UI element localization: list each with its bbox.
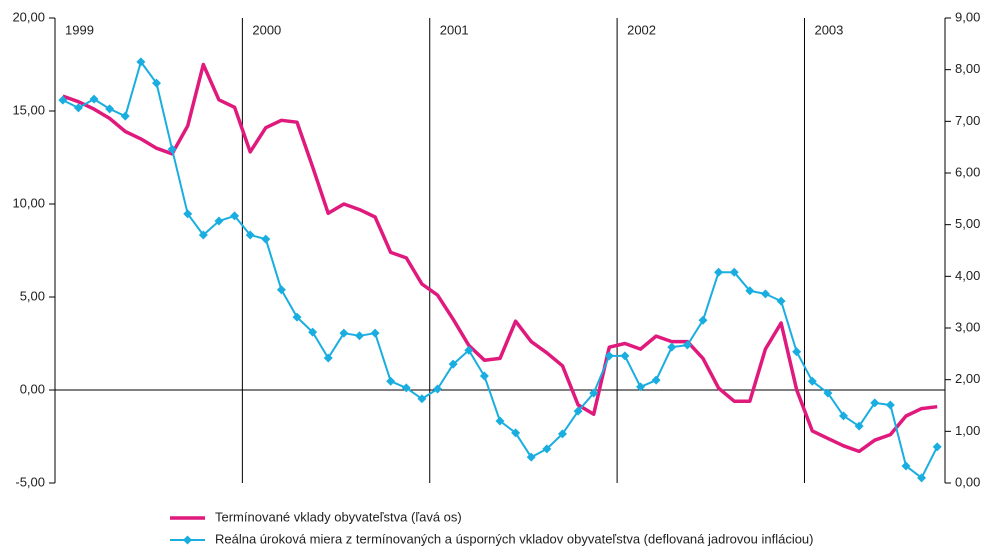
marker bbox=[885, 400, 895, 410]
year-label: 2002 bbox=[627, 22, 656, 37]
marker bbox=[557, 429, 567, 439]
marker bbox=[511, 428, 521, 438]
year-label: 2003 bbox=[814, 22, 843, 37]
marker bbox=[73, 103, 83, 113]
y2-tick-label: 2,00 bbox=[955, 371, 980, 386]
marker bbox=[542, 444, 552, 454]
marker bbox=[698, 315, 708, 325]
marker bbox=[245, 230, 255, 240]
marker bbox=[58, 95, 68, 105]
y2-tick-label: 4,00 bbox=[955, 268, 980, 283]
marker bbox=[198, 230, 208, 240]
year-label: 1999 bbox=[65, 22, 94, 37]
marker bbox=[464, 345, 474, 355]
marker bbox=[854, 421, 864, 431]
marker bbox=[89, 94, 99, 104]
y2-tick-label: 5,00 bbox=[955, 216, 980, 231]
y2-tick-label: 0,00 bbox=[955, 474, 980, 489]
marker bbox=[823, 388, 833, 398]
y2-tick-label: 9,00 bbox=[955, 9, 980, 24]
marker bbox=[386, 376, 396, 386]
y-tick-label: -5,00 bbox=[15, 474, 45, 489]
y2-tick-label: 6,00 bbox=[955, 164, 980, 179]
marker bbox=[417, 394, 427, 404]
marker bbox=[901, 461, 911, 471]
marker bbox=[760, 289, 770, 299]
marker bbox=[214, 216, 224, 226]
marker bbox=[276, 285, 286, 295]
year-label: 2001 bbox=[440, 22, 469, 37]
marker bbox=[401, 383, 411, 393]
y-tick-label: 15,00 bbox=[12, 102, 45, 117]
marker bbox=[667, 342, 677, 352]
y-tick-label: 5,00 bbox=[20, 288, 45, 303]
marker bbox=[151, 78, 161, 88]
marker bbox=[308, 327, 318, 337]
year-label: 2000 bbox=[252, 22, 281, 37]
y2-tick-label: 1,00 bbox=[955, 423, 980, 438]
legend-marker bbox=[183, 535, 192, 545]
y2-tick-label: 7,00 bbox=[955, 113, 980, 128]
marker bbox=[230, 211, 240, 221]
marker bbox=[714, 267, 724, 277]
marker bbox=[682, 340, 692, 350]
marker bbox=[729, 267, 739, 277]
marker bbox=[261, 234, 271, 244]
marker bbox=[651, 375, 661, 385]
marker bbox=[354, 331, 364, 341]
marker bbox=[167, 144, 177, 154]
marker bbox=[807, 376, 817, 386]
y-tick-label: 0,00 bbox=[20, 381, 45, 396]
legend-label: Reálna úroková miera z termínovaných a ú… bbox=[215, 531, 814, 546]
marker bbox=[339, 328, 349, 338]
marker bbox=[292, 312, 302, 322]
legend-label: Termínované vklady obyvateľstva (ľavá os… bbox=[215, 509, 462, 524]
marker bbox=[183, 209, 193, 219]
marker bbox=[433, 384, 443, 394]
marker bbox=[573, 406, 583, 416]
marker bbox=[323, 353, 333, 363]
marker bbox=[620, 351, 630, 361]
marker bbox=[636, 382, 646, 392]
marker bbox=[792, 347, 802, 357]
marker bbox=[917, 473, 927, 483]
y2-tick-label: 3,00 bbox=[955, 319, 980, 334]
marker bbox=[870, 398, 880, 408]
marker bbox=[120, 111, 130, 121]
y-tick-label: 20,00 bbox=[12, 9, 45, 24]
marker bbox=[589, 388, 599, 398]
marker bbox=[932, 442, 942, 452]
y2-tick-label: 8,00 bbox=[955, 61, 980, 76]
marker bbox=[839, 411, 849, 421]
marker bbox=[105, 104, 115, 114]
marker bbox=[745, 286, 755, 296]
y-tick-label: 10,00 bbox=[12, 195, 45, 210]
marker bbox=[526, 452, 536, 462]
marker bbox=[479, 371, 489, 381]
series-line bbox=[62, 62, 938, 454]
marker bbox=[136, 57, 146, 67]
marker bbox=[448, 359, 458, 369]
marker bbox=[776, 296, 786, 306]
marker bbox=[370, 328, 380, 338]
marker bbox=[495, 416, 505, 426]
marker bbox=[604, 351, 614, 361]
